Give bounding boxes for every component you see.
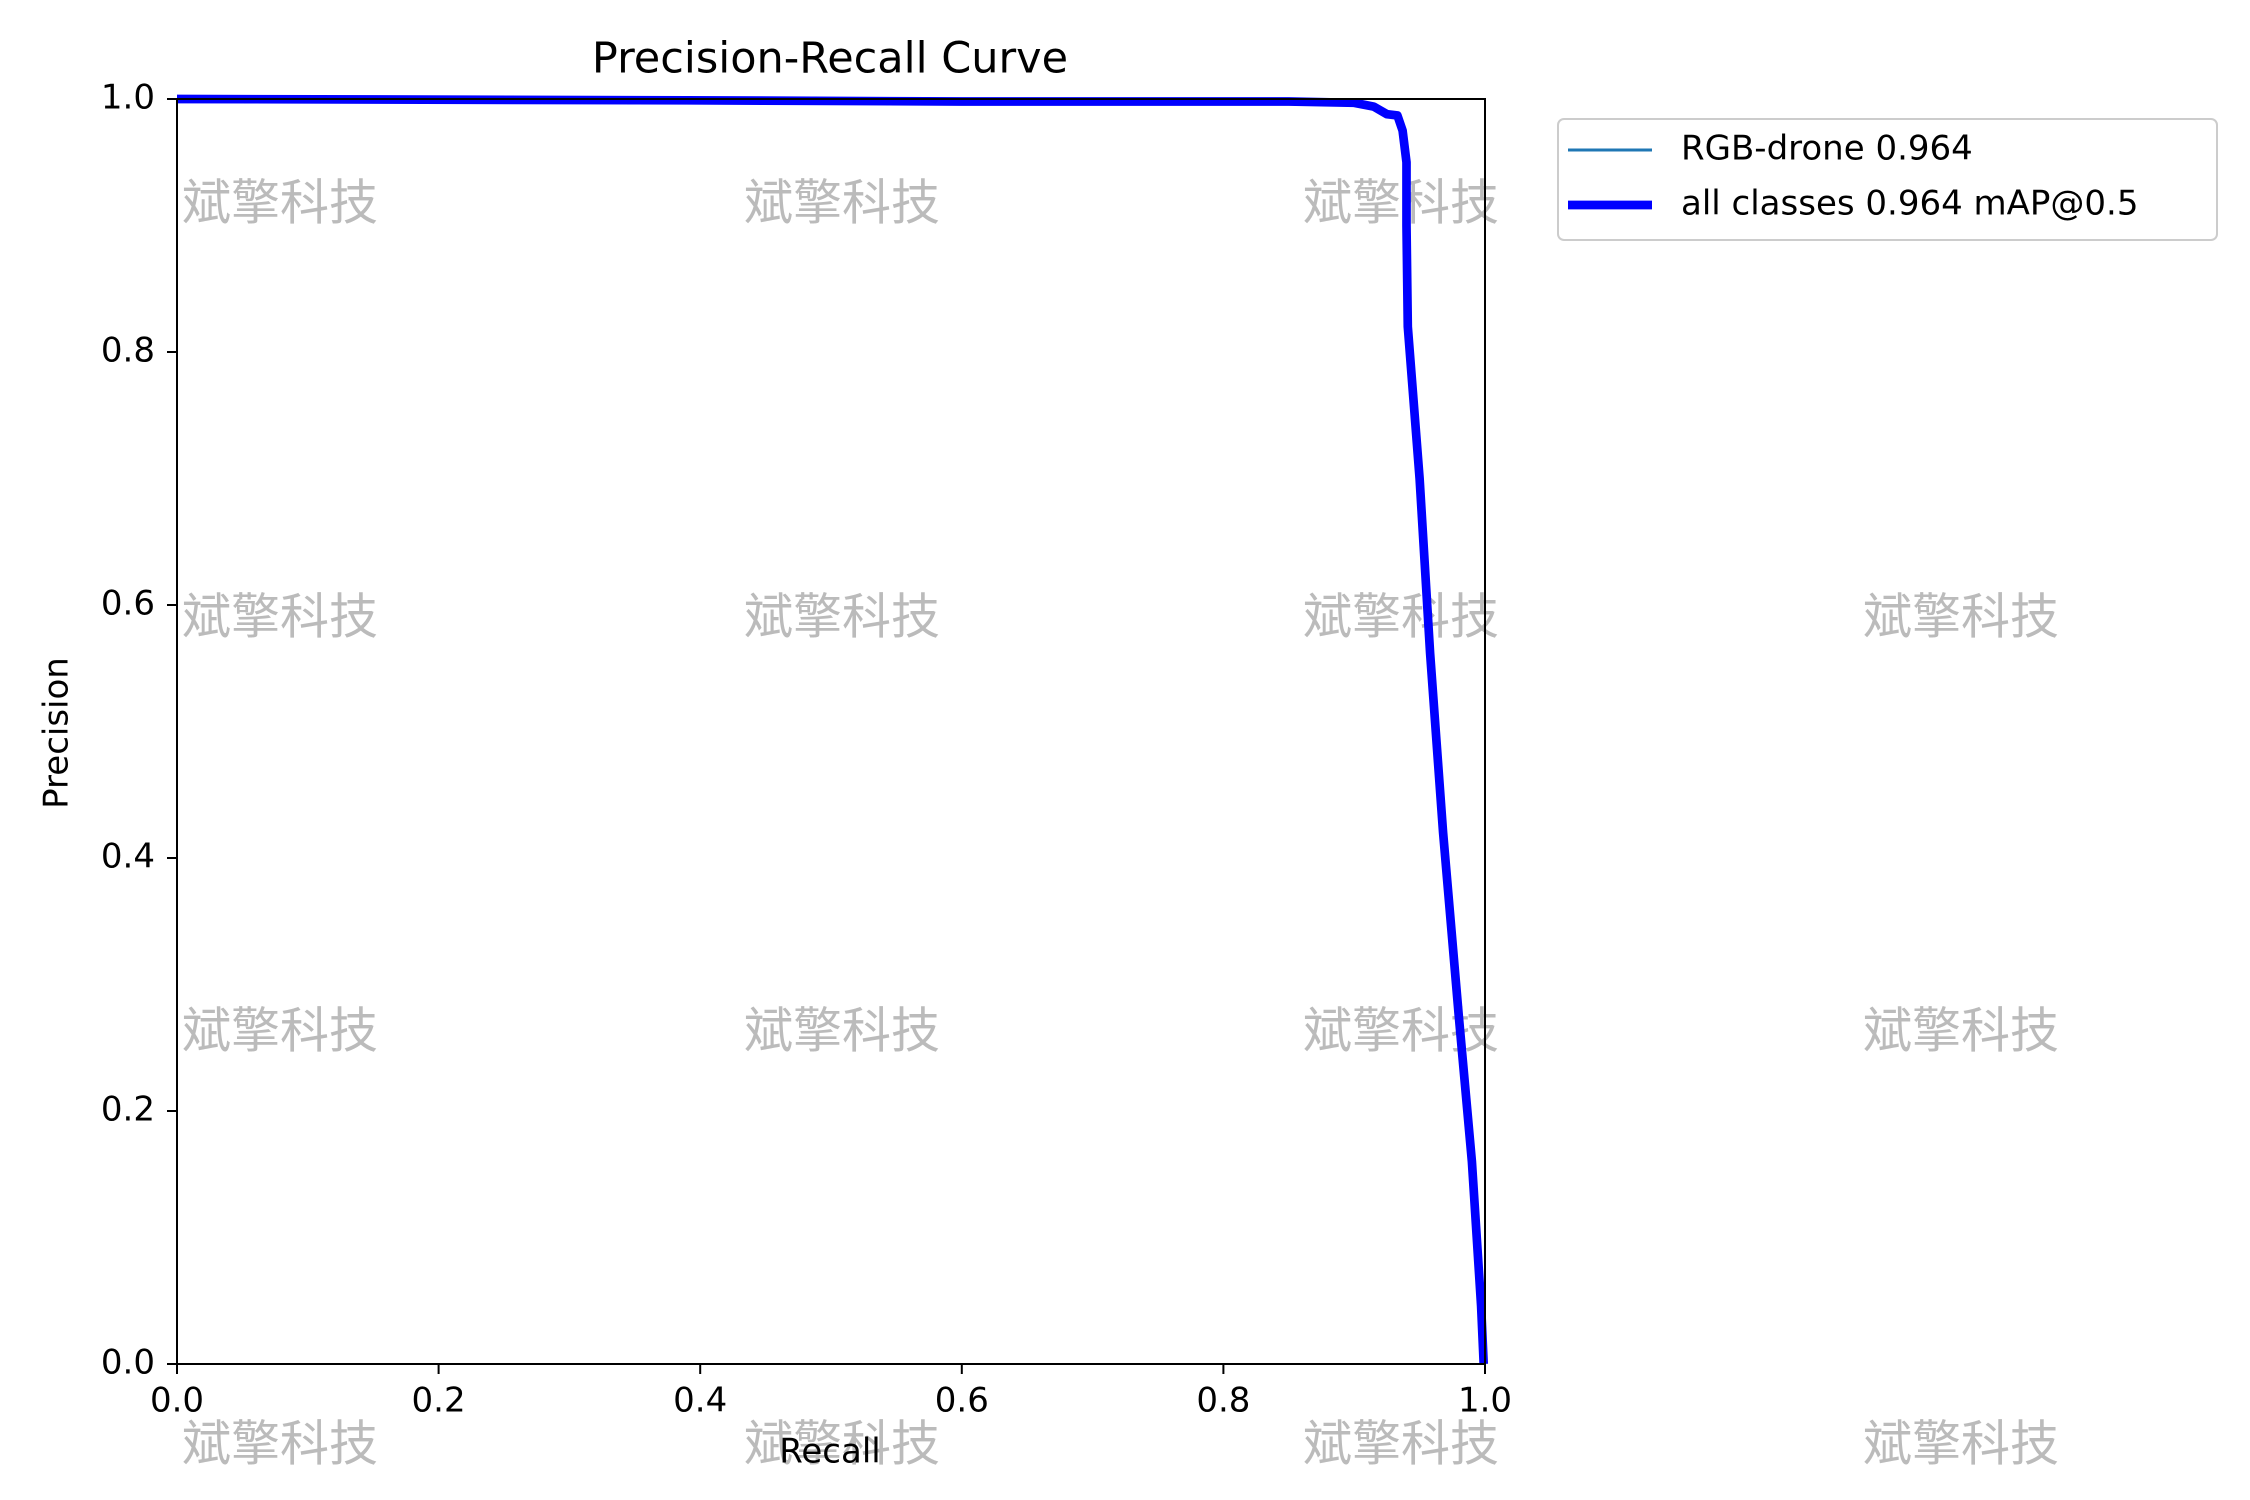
y-tick-label: 0.2 (101, 1090, 155, 1130)
watermark: 斌擎科技 (1303, 1003, 1499, 1060)
watermark: 斌擎科技 (182, 1003, 378, 1060)
x-tick-label: 0.8 (1196, 1381, 1250, 1421)
watermark: 斌擎科技 (182, 1416, 378, 1473)
y-tick-label: 0.6 (101, 584, 155, 624)
watermark: 斌擎科技 (1303, 175, 1499, 232)
watermark: 斌擎科技 (744, 175, 940, 232)
series-line (176, 97, 1486, 1365)
legend-box (1557, 118, 2218, 241)
series-line (176, 94, 1489, 1365)
y-tick-label: 1.0 (101, 78, 155, 118)
x-tick-label: 0.4 (673, 1381, 727, 1421)
y-tick-label: 0.0 (101, 1343, 155, 1383)
x-tick-label: 1.0 (1458, 1381, 1512, 1421)
watermark: 斌擎科技 (1303, 589, 1499, 646)
chart-title: Precision-Recall Curve (592, 34, 1068, 84)
watermark: 斌擎科技 (1863, 1003, 2059, 1060)
axes-frame (176, 98, 1486, 1365)
watermark: 斌擎科技 (182, 589, 378, 646)
y-axis-label: Precision (37, 657, 77, 809)
watermark: 斌擎科技 (1863, 1416, 2059, 1473)
legend: RGB-drone 0.964 all classes 0.964 mAP@0.5 (1557, 118, 2218, 241)
watermark: 斌擎科技 (1303, 1416, 1499, 1473)
watermark: 斌擎科技 (744, 589, 940, 646)
watermark: 斌擎科技 (182, 175, 378, 232)
y-tick-label: 0.4 (101, 837, 155, 877)
watermark: 斌擎科技 (1863, 589, 2059, 646)
y-tick-label: 0.8 (101, 331, 155, 371)
legend-label: RGB-drone 0.964 (1681, 129, 1973, 169)
x-tick-label: 0.6 (935, 1381, 989, 1421)
plot-area (176, 94, 1489, 1365)
legend-label: all classes 0.964 mAP@0.5 (1681, 184, 2138, 224)
watermark: 斌擎科技 (744, 1003, 940, 1060)
x-tick-label: 0.2 (412, 1381, 466, 1421)
x-tick-label: 0.0 (150, 1381, 204, 1421)
x-axis-label: Recall (779, 1432, 880, 1472)
watermark: 斌擎科技 (744, 1416, 940, 1473)
